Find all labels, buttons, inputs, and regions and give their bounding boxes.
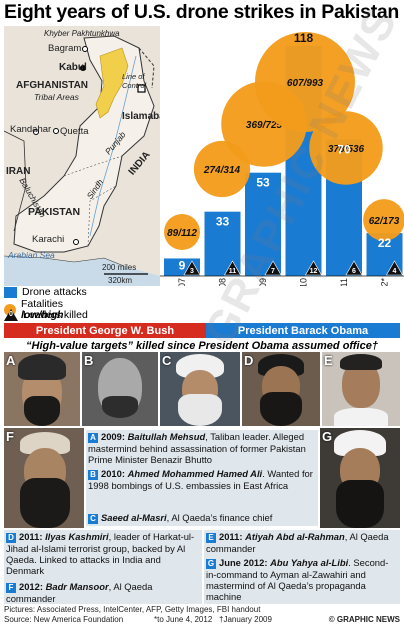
fatality-label-0: 89/112 xyxy=(167,228,197,239)
category-label-5: 2012* xyxy=(380,278,390,286)
caption-a: A 2009: Baitullah Mehsud, Taliban leader.… xyxy=(88,431,306,465)
leaders-value-1: 11 xyxy=(229,268,237,275)
legend-drone-attacks: Drone attacks xyxy=(4,286,87,298)
caption-f: F 2012: Badr Mansoor, Al Qaeda commander xyxy=(6,581,153,604)
label-khyber: Khyber Pakhtunkhwa xyxy=(44,29,120,38)
caption-d: D 2011: Ilyas Kashmiri, leader of Harkat-… xyxy=(6,531,195,576)
photo-c: C xyxy=(160,352,240,426)
legend-leaders: 0 Leaders killed xyxy=(4,309,88,321)
islamabad-marker xyxy=(137,84,146,93)
label-line-of-control: Line of Control xyxy=(122,72,147,90)
leaders-marker-2 xyxy=(264,260,282,276)
category-label-4: 2011 xyxy=(339,278,349,286)
label-afghanistan: AFGHANISTAN xyxy=(16,80,89,91)
legend-drone-label: Drone attacks xyxy=(22,286,87,298)
leaders-value-5: 4 xyxy=(393,268,397,275)
photo-g: G xyxy=(320,428,400,528)
photo-a-letter: A xyxy=(6,353,16,368)
president-bar: President George W. Bush President Barac… xyxy=(4,323,400,338)
footer-note2: †January 2009 xyxy=(219,615,272,624)
caption-e: E 2011: Atiyah Abd al-Rahman, Al Qaeda co… xyxy=(206,531,389,554)
leaders-marker-3 xyxy=(304,260,323,276)
bar-value-4: 70 xyxy=(337,143,351,157)
label-karachi: Karachi xyxy=(32,234,65,245)
bar-value-1: 33 xyxy=(216,215,230,229)
caption-g: G June 2012: Abu Yahya al-Libi. Second-in… xyxy=(206,557,389,602)
label-kabul: Kabul xyxy=(59,62,87,73)
caption-b: B 2010: Ahmed Mohammed Hamed Ali. Wanted … xyxy=(88,468,313,491)
footer-credits: Pictures: Associated Press, IntelCenter,… xyxy=(4,605,261,614)
leaders-marker-4 xyxy=(345,260,363,276)
page-title: Eight years of U.S. drone strikes in Pak… xyxy=(4,1,400,23)
bush-term: President George W. Bush xyxy=(4,323,206,338)
category-label-0: 2004-07 xyxy=(177,278,187,286)
footer-source: Source: New America Foundation xyxy=(4,615,124,624)
obama-term: President Barack Obama xyxy=(206,323,400,338)
photo-c-letter: C xyxy=(162,353,172,368)
label-arabian-sea: Arabian Sea xyxy=(8,250,55,260)
pakistan-map: Khyber Pakhtunkhwa Bagram Kabul AFGHANIS… xyxy=(4,26,160,286)
caption-c: C Saeed al-Masri, Al Qaeda’s finance chie… xyxy=(88,512,318,524)
fatality-circle-4 xyxy=(309,111,383,185)
photo-b-letter: B xyxy=(84,353,94,368)
bar-value-2: 53 xyxy=(256,176,270,190)
drone-strikes-chart: 32004-07112008720091220106201142012*89/1… xyxy=(160,24,404,311)
label-kandahar: Kandahar xyxy=(10,124,52,135)
fatality-circle-0 xyxy=(164,214,200,250)
map-graphic xyxy=(4,26,160,286)
photo-e-letter: E xyxy=(324,353,333,368)
chart-svg: 32004-07112008720091220106201142012*89/1… xyxy=(160,31,404,311)
karachi-dot xyxy=(73,239,79,245)
leaders-marker-1 xyxy=(223,260,242,276)
fatality-label-4: 378/536 xyxy=(328,144,365,155)
label-pakistan: PAKISTAN xyxy=(28,206,81,218)
quetta-dot xyxy=(53,128,59,134)
photo-f-letter: F xyxy=(6,429,14,444)
footer-note1: *to June 4, 2012 xyxy=(154,615,213,624)
photo-g-letter: G xyxy=(322,429,333,444)
bar-value-5: 22 xyxy=(378,236,392,250)
photo-a: A xyxy=(4,352,80,426)
fatality-circle-3 xyxy=(255,32,355,132)
fatality-label-1: 274/314 xyxy=(203,165,241,176)
label-scale-km: 320km xyxy=(108,276,133,285)
photo-f: F xyxy=(4,428,84,528)
label-tribal: Tribal Areas xyxy=(34,92,79,102)
label-bagram: Bagram xyxy=(48,43,82,54)
label-quetta: Quetta xyxy=(60,126,89,137)
leaders-value-3: 12 xyxy=(310,268,318,275)
photo-e: E xyxy=(322,352,400,426)
leaders-value-2: 7 xyxy=(271,268,275,275)
fatality-label-2: 369/725 xyxy=(246,120,283,131)
legend-low-high-label: low/high xyxy=(21,309,64,321)
bagram-dot xyxy=(82,46,88,52)
section-subtitle: “High-value targets” killed since Presid… xyxy=(26,340,378,352)
photo-d: D xyxy=(242,352,320,426)
leaders-marker-0 xyxy=(183,260,201,276)
legend-leaders-label: Leaders killed xyxy=(23,309,88,321)
fatality-label-5: 62/173 xyxy=(369,216,400,227)
fatality-label-3: 607/993 xyxy=(287,78,324,89)
bar-value-0: 9 xyxy=(179,258,186,272)
footer: Pictures: Associated Press, IntelCenter,… xyxy=(4,605,400,626)
label-scale-miles: 200 miles xyxy=(102,263,137,272)
leaders-value-0: 3 xyxy=(190,268,194,275)
legend-swatch-drone xyxy=(4,286,17,298)
photo-b: B xyxy=(82,352,158,426)
kabul-dot xyxy=(80,65,86,71)
leaders-value-4: 6 xyxy=(352,268,356,275)
legend-fatalities-label: Fatalities xyxy=(21,298,64,310)
photo-d-letter: D xyxy=(244,353,254,368)
category-label-3: 2010 xyxy=(299,278,309,286)
footer-brand: © GRAPHIC NEWS xyxy=(328,615,400,624)
bar-value-3: 118 xyxy=(294,31,314,45)
kandahar-dot xyxy=(33,129,39,135)
leaders-marker-5 xyxy=(385,260,404,276)
label-islamabad: Islamabad xyxy=(122,111,160,122)
legend-swatch-leaders: 0 xyxy=(4,309,18,321)
bar-2 xyxy=(245,172,281,276)
fatality-circle-5 xyxy=(363,199,404,241)
label-iran: IRAN xyxy=(6,166,31,177)
